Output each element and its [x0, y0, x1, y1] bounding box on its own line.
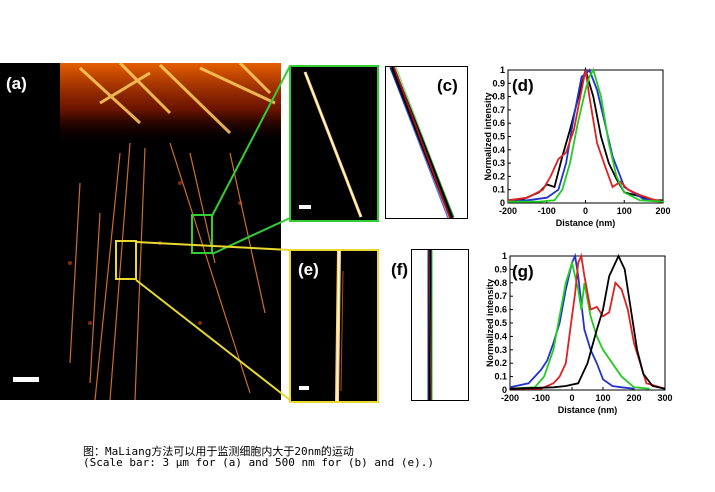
panel-f-plot: [411, 249, 469, 401]
scale-bar-b: [299, 205, 311, 209]
x-tick-label: 0: [583, 206, 588, 216]
highlight-box-e: [115, 240, 137, 280]
y-tick-label: 0.2: [494, 358, 507, 368]
y-tick-label: 0.1: [494, 372, 507, 382]
panel-label-e: (e): [298, 260, 319, 279]
series-line-3: [509, 253, 666, 390]
caption-line-1: 图：MaLiang方法可以用于监测细胞内大于20nm的运动: [83, 445, 354, 458]
chart-d: 0 0.1 0.2 0.3 0.4 0.5 0.6 0.7 0.8 0.9 1 -200 -100 0 10…: [483, 65, 671, 228]
caption-line-2: (Scale bar: 3 μm for (a) and 500 nm for …: [83, 456, 434, 469]
y-tick-label: 0.6: [494, 305, 507, 315]
scale-bar-e: [299, 386, 309, 390]
y-tick-label: 0: [502, 385, 507, 395]
y-tick-label: 0.2: [492, 171, 505, 181]
x-tick-label: -100: [532, 393, 550, 403]
y-tick-label: 1: [502, 251, 507, 261]
y-tick-label: 0.8: [492, 92, 505, 102]
y-tick-label: 0.9: [492, 78, 505, 88]
y-axis-label: Normalized intensity: [483, 92, 493, 180]
x-tick-label: -100: [538, 206, 556, 216]
x-axis-label: Distance (nm): [556, 218, 616, 228]
y-tick-label: 0.9: [494, 264, 507, 274]
series-line-3: [508, 67, 664, 203]
panel-label-g: (g): [512, 262, 534, 281]
x-tick-label: -200: [501, 393, 519, 403]
microscopy-image-a: [13, 61, 281, 401]
plot-frame: [509, 255, 666, 391]
y-tick-label: 0.4: [492, 145, 505, 155]
y-tick-label: 0.4: [494, 331, 507, 341]
y-tick-label: 0.7: [492, 105, 505, 115]
panel-label-a: (a): [6, 74, 27, 93]
panel-label-c: (c): [437, 76, 458, 95]
y-tick-label: 0.1: [492, 185, 505, 195]
series-line-2: [510, 252, 666, 390]
series-line-1: [509, 259, 650, 390]
x-tick-label: 300: [657, 393, 672, 403]
y-tick-label: 0.3: [494, 345, 507, 355]
y-axis-label: Normalized intensity: [485, 279, 495, 367]
y-tick-label: 0.8: [494, 278, 507, 288]
panel-c-plot: [385, 66, 468, 219]
y-tick-label: 0.7: [494, 291, 507, 301]
chart-g: 0 0.1 0.2 0.3 0.4 0.5 0.6 0.7 0.8 0.9 1 -200 -100 0 10…: [485, 251, 673, 415]
y-tick-label: 0.6: [492, 118, 505, 128]
y-tick-label: 0: [500, 198, 505, 208]
x-tick-label: 0: [569, 393, 574, 403]
panel-e-image: [289, 249, 379, 403]
highlight-box-b: [191, 214, 213, 254]
panel-label-b: (b): [343, 76, 365, 95]
x-tick-label: 200: [626, 393, 641, 403]
scale-bar-a: [13, 377, 39, 382]
y-tick-label: 0.5: [494, 318, 507, 328]
series-line-0: [509, 252, 635, 390]
panel-label-d: (d): [512, 76, 534, 95]
x-tick-label: 100: [595, 393, 610, 403]
panel-b-image: [289, 65, 379, 222]
y-tick-label: 1: [500, 65, 505, 75]
panel-label-f: (f): [391, 260, 408, 279]
y-tick-label: 0.3: [492, 158, 505, 168]
x-tick-label: 100: [617, 206, 632, 216]
y-tick-label: 0.5: [492, 132, 505, 142]
x-axis-label: Distance (nm): [558, 405, 618, 415]
x-tick-label: 200: [655, 206, 670, 216]
x-tick-label: -200: [499, 206, 517, 216]
panel-a-image: [0, 61, 281, 401]
